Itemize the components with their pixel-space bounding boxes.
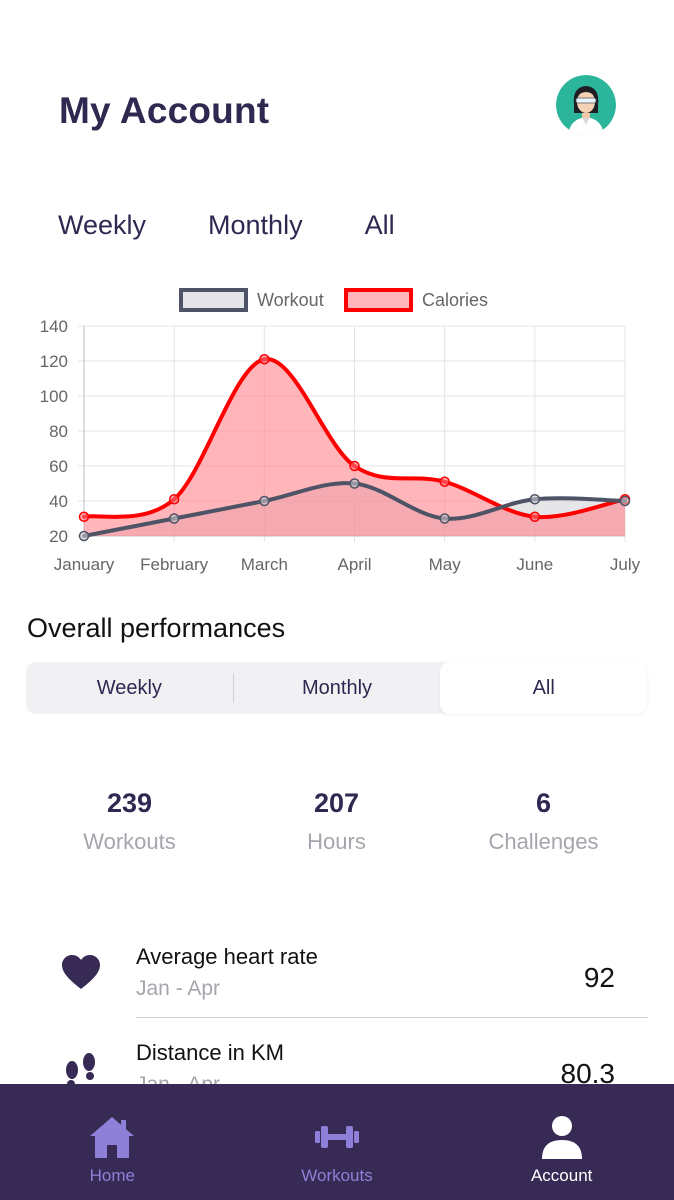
segment-weekly[interactable]: Weekly xyxy=(96,676,162,699)
legend-label: Calories xyxy=(422,290,488,310)
tab-label: Account xyxy=(530,1166,593,1185)
avatar[interactable] xyxy=(556,75,616,135)
y-tick-label: 60 xyxy=(49,457,68,476)
x-tick-label: May xyxy=(429,555,462,574)
x-tick-label: July xyxy=(610,555,641,574)
y-tick-label: 120 xyxy=(40,352,68,371)
legend-swatch xyxy=(179,288,248,312)
tab-home[interactable]: Home xyxy=(0,1084,225,1200)
stat-workouts: 239 Workouts xyxy=(26,788,233,855)
divider xyxy=(136,1017,648,1018)
tab-bar: Home Workouts Account xyxy=(0,1084,674,1200)
user-icon xyxy=(541,1116,582,1159)
y-tick-label: 140 xyxy=(40,317,68,336)
x-tick-label: February xyxy=(140,555,209,574)
legend-swatch xyxy=(344,288,413,312)
home-icon xyxy=(90,1117,135,1158)
performance-chart: 140 120 100 80 60 40 20 January February March Apr… xyxy=(40,288,641,574)
avatar-image xyxy=(556,75,616,135)
segment-all[interactable]: All xyxy=(440,662,648,714)
metric-value: 92 xyxy=(583,962,615,993)
legend-label: Workout xyxy=(257,290,324,310)
data-point xyxy=(439,476,450,487)
metric-title: Average heart rate xyxy=(136,944,318,969)
tab-monthly[interactable]: Monthly xyxy=(208,210,303,240)
data-point xyxy=(529,494,541,505)
data-point xyxy=(259,354,270,365)
x-tick-label: March xyxy=(241,555,288,574)
stat-value: 207 xyxy=(313,788,360,818)
stat-label: Hours xyxy=(307,829,366,854)
dumbbell-icon xyxy=(315,1126,359,1148)
data-point xyxy=(619,495,631,507)
stat-hours: 207 Hours xyxy=(233,788,440,855)
data-point xyxy=(168,513,180,524)
stat-label: Workouts xyxy=(83,829,176,854)
heart-icon xyxy=(62,955,100,989)
segmented-control: Weekly Monthly All xyxy=(26,662,648,714)
stat-challenges: 6 Challenges xyxy=(440,788,647,855)
data-point xyxy=(259,495,270,507)
metric-title: Distance in KM xyxy=(136,1040,284,1065)
tab-account[interactable]: Account xyxy=(449,1084,674,1200)
section-title: Overall performances xyxy=(27,613,286,643)
data-point xyxy=(349,478,360,489)
y-tick-label: 100 xyxy=(40,387,68,406)
y-tick-label: 80 xyxy=(49,422,68,441)
stat-label: Challenges xyxy=(488,829,599,854)
period-tabs: Weekly Monthly All xyxy=(58,210,457,241)
data-point xyxy=(349,460,360,472)
tab-weekly[interactable]: Weekly xyxy=(58,210,147,240)
page-title: My Account xyxy=(59,90,270,131)
stats-row: 239 Workouts 207 Hours 6 Challenges xyxy=(26,788,647,855)
segment-divider xyxy=(232,673,234,703)
tab-all[interactable]: All xyxy=(364,210,395,240)
x-tick-label: January xyxy=(54,555,115,574)
x-tick-label: June xyxy=(516,555,553,574)
segment-monthly[interactable]: Monthly xyxy=(301,676,373,699)
tab-workouts[interactable]: Workouts xyxy=(225,1084,450,1200)
y-tick-label: 20 xyxy=(49,527,68,546)
tab-label: Workouts xyxy=(301,1166,373,1185)
data-point xyxy=(78,511,90,522)
stat-value: 239 xyxy=(106,788,153,818)
metric-value: 80.3 xyxy=(560,1058,616,1089)
data-point xyxy=(529,511,541,522)
stat-value: 6 xyxy=(535,788,552,818)
list-item[interactable]: Average heart rate Jan - Apr 92 xyxy=(0,940,674,1036)
x-tick-label: April xyxy=(337,555,371,574)
series-area-calories xyxy=(84,359,625,536)
tab-label: Home xyxy=(89,1166,136,1185)
data-point xyxy=(168,494,180,505)
data-point xyxy=(439,513,450,524)
data-point xyxy=(78,530,90,542)
y-tick-label: 40 xyxy=(49,492,68,511)
metric-subtitle: Jan - Apr xyxy=(136,977,221,1000)
